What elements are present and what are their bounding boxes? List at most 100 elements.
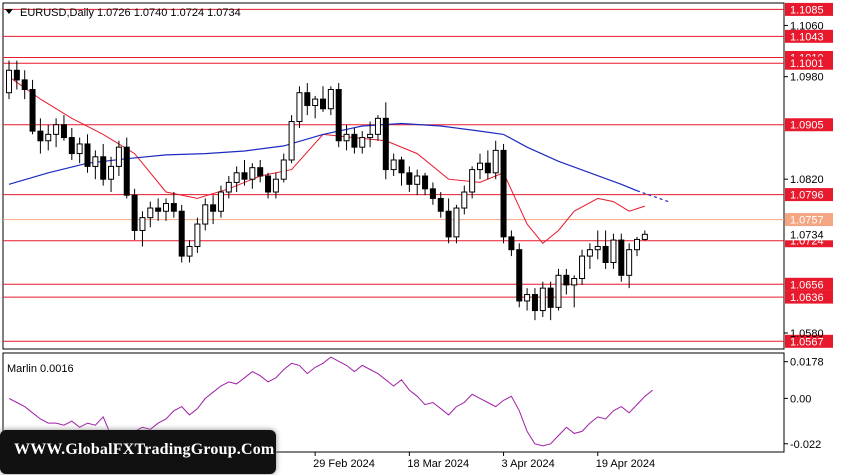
indicator-pane-border (2, 352, 785, 453)
y-tick-label: 1.0820 (790, 174, 824, 186)
candle (445, 198, 452, 244)
candle (60, 115, 67, 141)
candle (555, 268, 562, 311)
candle (500, 143, 507, 244)
candle (202, 198, 209, 231)
candle (37, 118, 44, 154)
candle (163, 198, 169, 221)
svg-text:1.0567: 1.0567 (790, 336, 824, 348)
indicator-title: Marlin 0.0016 (7, 363, 74, 375)
level-label: 1.1001 (785, 56, 833, 70)
level-label: 1.0905 (785, 118, 833, 132)
candle (100, 143, 107, 186)
level-label: 1.0796 (785, 188, 833, 202)
level-label: 1.1043 (785, 29, 833, 43)
candle (217, 185, 224, 218)
x-tick-label: 29 Feb 2024 (313, 458, 375, 470)
candle (594, 230, 601, 260)
candle (327, 86, 334, 116)
candle (147, 201, 154, 228)
svg-text:1.0905: 1.0905 (790, 120, 824, 132)
candle (249, 163, 256, 189)
candle (45, 124, 52, 151)
svg-text:1.0656: 1.0656 (790, 279, 824, 291)
candle (312, 95, 319, 119)
candle (225, 176, 232, 199)
candle (178, 204, 185, 263)
candle (210, 195, 217, 225)
candle (296, 86, 303, 128)
indicator-tick-label: -0.022 (790, 439, 821, 451)
y-tick-label: 1.0580 (790, 328, 824, 340)
candle (437, 192, 444, 218)
svg-text:1.0796: 1.0796 (790, 190, 824, 202)
candle (531, 288, 538, 321)
candle (539, 281, 546, 317)
candle (453, 204, 460, 244)
dropdown-arrow-icon[interactable] (5, 9, 13, 14)
candle (170, 192, 177, 218)
price-axis: 1.10851.10431.10101.10011.09051.07961.07… (784, 2, 833, 348)
candle (634, 236, 640, 257)
candle (131, 188, 138, 241)
candle (414, 169, 421, 196)
candle (139, 211, 146, 247)
candle (626, 243, 633, 289)
candle (579, 249, 586, 285)
marlin-indicator: 0.0178 0.00 -0.022 (8, 356, 824, 451)
candle (563, 268, 570, 295)
x-tick-label: 19 Apr 2024 (596, 458, 655, 470)
candle (469, 166, 476, 199)
level-label: 1.0636 (785, 290, 833, 304)
candle (571, 275, 578, 308)
candle (186, 240, 193, 263)
candle (115, 140, 122, 176)
candle (53, 118, 60, 148)
candle (390, 153, 397, 176)
svg-text:1.1001: 1.1001 (790, 58, 824, 70)
candle (320, 86, 326, 112)
x-tick-label: 18 Mar 2024 (407, 458, 469, 470)
chart-title: EURUSD,Daily 1.0726 1.0740 1.0724 1.0734 (20, 7, 241, 19)
candle (92, 150, 99, 180)
current-price-label: 1.0734 (785, 227, 833, 241)
y-tick-label: 1.0980 (790, 72, 824, 84)
indicator-tick-label: 0.00 (790, 393, 811, 405)
candle (610, 233, 617, 269)
candle (241, 159, 248, 186)
svg-text:1.0757: 1.0757 (790, 215, 824, 227)
candle (233, 166, 240, 193)
candle (155, 198, 162, 221)
candle (382, 102, 389, 180)
candle (359, 131, 366, 154)
candle (374, 115, 381, 141)
indicator-tick-label: 0.0178 (790, 357, 824, 369)
candle (351, 127, 358, 154)
main-pane-border (2, 2, 785, 350)
support-resistance-levels (3, 8, 784, 342)
candle (422, 172, 429, 196)
candle (516, 243, 523, 308)
ma-slow-projection (636, 190, 669, 203)
svg-text:1.0636: 1.0636 (790, 292, 824, 304)
candle (492, 140, 499, 180)
candle (6, 60, 12, 100)
candle (524, 288, 531, 311)
candle (280, 153, 287, 183)
candle (304, 83, 311, 116)
candle (618, 233, 625, 282)
level-label: 1.0757 (785, 213, 833, 227)
candle (13, 60, 20, 90)
candle (508, 230, 515, 257)
svg-text:1.0734: 1.0734 (790, 229, 824, 241)
level-label: 1.1085 (785, 2, 833, 16)
y-tick-label: 1.1060 (790, 20, 824, 32)
svg-text:1.1043: 1.1043 (790, 31, 824, 43)
svg-text:1.1085: 1.1085 (790, 4, 824, 16)
candle (343, 124, 350, 151)
level-label: 1.0656 (785, 277, 833, 291)
candle (429, 182, 436, 205)
watermark-text: WWW.GlobalFXTradingGroup.Com (14, 441, 275, 458)
candle (288, 115, 295, 164)
candle (335, 83, 342, 148)
